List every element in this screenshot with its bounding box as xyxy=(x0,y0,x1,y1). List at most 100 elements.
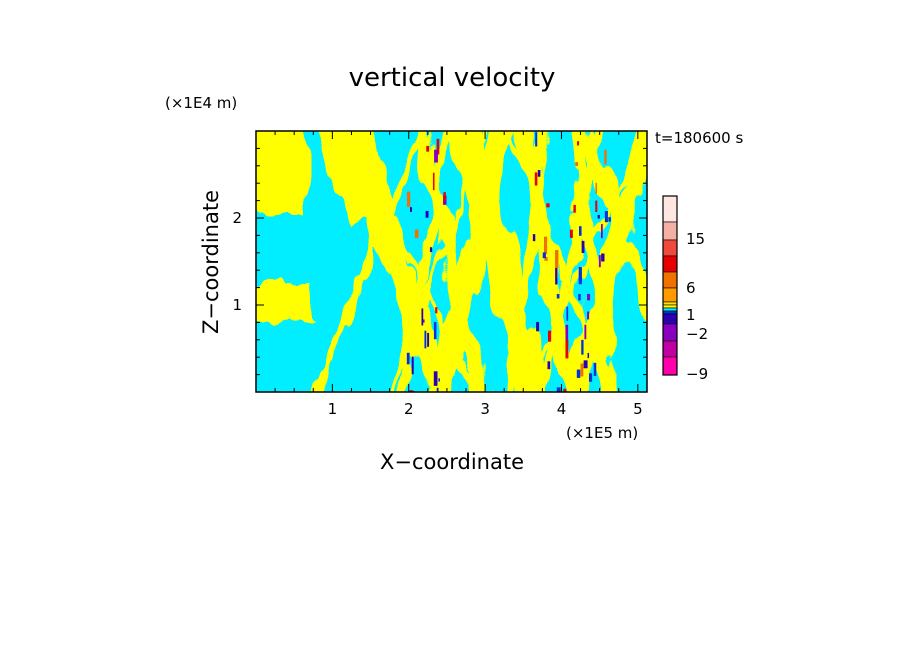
contour-spot xyxy=(406,352,410,365)
contour-spot xyxy=(601,253,605,262)
colorbar-label: 1 xyxy=(686,306,696,324)
colorbar-segment xyxy=(662,356,678,376)
colorbar-segment xyxy=(662,340,678,358)
contour-spot xyxy=(426,145,430,152)
contour-band xyxy=(441,131,559,392)
contour-spot xyxy=(556,293,560,299)
contour-spot xyxy=(436,138,440,155)
contour-spot xyxy=(433,371,438,386)
contour-spot xyxy=(536,321,540,332)
contour-spot xyxy=(410,207,412,212)
colorbar-segment xyxy=(662,195,678,223)
contour-spot xyxy=(577,141,580,146)
contour-spot xyxy=(566,306,569,321)
x-tick-label: 3 xyxy=(480,400,490,418)
y-unit-label: (×1E4 m) xyxy=(165,94,237,112)
colorbar-label: −9 xyxy=(686,365,708,383)
contour-spot xyxy=(581,240,585,253)
colorbar-segment xyxy=(662,313,678,325)
contour-spot xyxy=(544,236,548,254)
contour-spot xyxy=(534,172,538,186)
contour-spot xyxy=(406,191,411,207)
colorbar: 15 6 1−2 −9 xyxy=(662,195,708,383)
contour-spot xyxy=(573,204,576,213)
contour-spot xyxy=(409,390,414,392)
contour-spot xyxy=(578,266,582,285)
contour-spot xyxy=(542,252,546,259)
colorbar-segment xyxy=(662,301,678,306)
contour-spot xyxy=(598,255,601,268)
contour-spot xyxy=(547,361,551,370)
contour-spot xyxy=(432,172,435,191)
contour-spot xyxy=(608,217,611,222)
x-tick-label: 5 xyxy=(633,400,643,418)
contour-spot xyxy=(578,294,581,301)
contour-spot xyxy=(604,211,608,223)
colorbar-label: 6 xyxy=(686,279,696,297)
contour-spot xyxy=(565,324,569,342)
contour-spot xyxy=(544,256,548,261)
contour-spot xyxy=(421,308,424,326)
y-tick-label: 1 xyxy=(232,296,242,314)
contour-spot xyxy=(535,132,538,147)
contour-spot xyxy=(427,332,430,347)
colorbar-label: 15 xyxy=(686,230,705,248)
contour-spot xyxy=(433,321,437,340)
contour-band xyxy=(376,131,498,392)
colorbar-segment xyxy=(662,287,678,303)
contour-spot xyxy=(580,363,584,377)
contour-band xyxy=(302,131,438,392)
contour-spot xyxy=(443,192,446,201)
contour-field xyxy=(256,131,647,392)
colorbar-segment xyxy=(662,271,678,289)
contour-band xyxy=(498,131,558,392)
contour-spot xyxy=(595,200,598,212)
contour-band xyxy=(335,131,485,392)
contour-band xyxy=(531,131,613,392)
contour-spot xyxy=(576,369,581,378)
x-axis-label: X−coordinate xyxy=(380,450,524,474)
contour-spot xyxy=(595,182,597,194)
chart-title: vertical velocity xyxy=(349,63,556,93)
contour-band xyxy=(560,131,624,392)
contour-band xyxy=(407,131,493,392)
contour-band xyxy=(567,131,647,392)
contour-spot xyxy=(436,387,439,392)
contour-spot xyxy=(587,293,591,301)
contour-spot xyxy=(588,373,593,382)
x-tick-label: 1 xyxy=(328,400,338,418)
contour-spot xyxy=(555,267,558,285)
contour-band xyxy=(256,281,316,321)
contour-spot xyxy=(438,378,440,382)
time-label: t=180600 s xyxy=(655,129,743,147)
contour-spot xyxy=(546,203,550,208)
contour-spot xyxy=(422,319,425,323)
contour-spot xyxy=(569,229,573,238)
colorbar-label: −2 xyxy=(686,325,708,343)
contour-spot xyxy=(414,229,419,239)
contour-spot xyxy=(537,170,541,177)
contour-band xyxy=(416,131,524,392)
y-tick-label: 2 xyxy=(232,209,242,227)
contour-spot xyxy=(434,149,438,163)
colorbar-segment xyxy=(662,255,678,273)
contour-spot xyxy=(532,234,536,242)
colorbar-segment xyxy=(662,304,678,309)
colorbar-frame xyxy=(662,195,678,376)
contour-spot xyxy=(581,339,584,355)
colorbar-segment xyxy=(662,310,678,315)
contour-spot xyxy=(429,247,433,253)
plot-frame xyxy=(255,130,648,393)
contour-band xyxy=(493,131,627,392)
colorbar-segment xyxy=(662,239,678,257)
contour-band xyxy=(331,131,459,392)
contour-spot xyxy=(424,330,427,349)
contour-spot xyxy=(597,214,600,219)
contour-spot xyxy=(583,360,588,369)
contour-spot xyxy=(435,307,438,314)
colorbar-segment xyxy=(662,307,678,312)
colorbar-segment xyxy=(662,221,678,241)
contour-spot xyxy=(584,324,587,340)
contour-spot xyxy=(563,388,567,392)
contour-spot xyxy=(425,210,429,218)
